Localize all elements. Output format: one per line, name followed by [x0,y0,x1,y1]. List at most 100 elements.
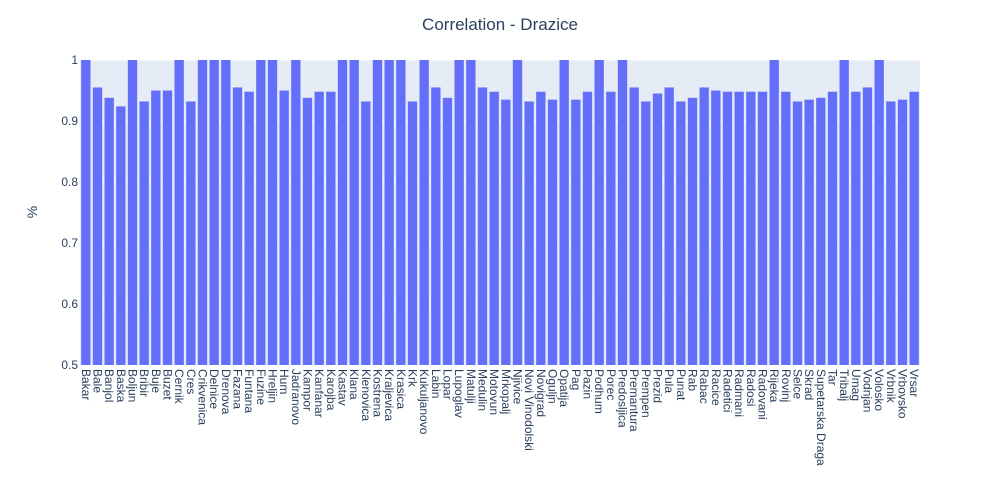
bar [734,91,744,365]
bar [267,60,278,365]
x-tick-label: Klenovica [359,369,373,421]
x-tick-label: Kraljevica [382,369,396,421]
bar [711,90,721,365]
x-tick-label: Oguljn [546,369,560,404]
x-tick-label: Hreljin [266,369,280,403]
y-tick-label: 1 [71,53,78,67]
x-tick-label: Premantura [627,369,641,432]
bar [851,91,861,365]
bar [151,90,161,365]
x-tick-label: Rovinj [779,369,793,402]
x-tick-label: Boljun [126,369,140,402]
x-tick-label: Podhum [592,369,606,414]
bar [652,93,663,366]
bar [606,91,616,365]
x-tick-label: Buzet [161,369,175,400]
x-tick-label: Radetici [721,369,735,412]
bar [781,91,791,365]
x-tick-label: Selce [791,369,805,399]
x-tick-label: Rabac [697,369,711,404]
bar [722,91,733,365]
x-tick-label: Lupoglav [452,369,466,418]
bar [407,101,418,365]
bar [909,91,919,365]
x-tick-label: Hum [277,369,291,394]
x-tick-label: Pula [662,369,676,393]
x-tick-label: Vrbnik [884,369,898,404]
bar [687,97,698,365]
plot-area: 0.5 0.6 0.7 0.8 0.9 1 BakarBaleBanjolBaskaBolj… [61,53,921,466]
bar [302,97,313,365]
x-tick-label: Umag [849,369,863,401]
x-tick-label: Kampor [301,369,315,411]
bar [92,87,103,365]
x-tick-label: Radovani [756,369,770,420]
x-tick-label: Banjol [102,369,116,402]
x-tick-label: Kastav [336,369,350,406]
bar [757,91,768,365]
bar [186,101,196,365]
x-tick-label: Krasica [394,369,408,409]
x-tick-label: Jadranovo [289,369,303,425]
x-tick-label: Buje [149,369,163,393]
chart-title: Correlation - Drazice [422,15,578,34]
x-tick-label: Tar [826,369,840,386]
bar [349,60,359,365]
bar [792,101,803,365]
x-tick-label: Labin [429,369,443,398]
y-axis-label: % [24,206,40,218]
x-tick-label: Pazin [581,369,595,399]
bar [477,87,488,365]
x-tick-label: Fazana [231,369,245,409]
bar [629,87,639,365]
x-tick-label: Njivice [511,369,525,405]
x-tick-label: Radosi [744,369,758,406]
x-tick-label: Motovun [487,369,501,415]
x-tick-label: Vrsar [907,369,921,397]
bar [886,101,896,365]
x-tick-label: Vodnjan [861,369,875,412]
bar [466,60,476,365]
x-tick-label: Rijeka [767,369,781,403]
y-tick-label: 0.9 [61,114,78,128]
x-tick-label: Punat [674,369,688,401]
x-tick-label: Bribir [137,369,151,397]
bar [209,60,219,365]
x-tick-label: Bale [91,369,105,393]
x-tick-label: Volosko [872,369,886,411]
bar [127,60,138,365]
bar [326,91,336,365]
x-tick-label: Delnice [207,369,221,409]
x-tick-label: Klana [347,369,361,400]
bar [372,60,383,365]
bar [501,99,511,366]
bar [442,97,453,365]
bar [897,99,908,366]
bar [862,87,873,365]
bar [396,60,406,365]
bar [384,60,394,365]
x-tick-label: Kukuljanovo [417,369,431,435]
x-tick-label: Tribalj [837,369,851,401]
bar [547,99,558,366]
bar [174,60,184,365]
x-tick-label: Kanfanar [312,369,326,418]
x-tick-label: Supetarska Draga [814,369,828,466]
x-tick-label: Radmani [732,369,746,417]
bar [641,101,651,365]
bar [746,91,756,365]
bar [617,60,628,365]
x-tick-label: Porec [604,369,618,400]
bar [664,87,674,365]
bar [104,97,114,365]
x-tick-label: Vrbovsko [896,369,910,419]
x-tick-label: Drenova [219,369,233,415]
x-tick-label: Cernik [172,369,186,405]
bar [699,87,709,365]
x-tick-label: Cres [184,369,198,394]
y-tick-label: 0.7 [61,236,78,250]
bar [454,60,464,365]
bar [559,60,569,365]
x-tick-label: Racice [709,369,723,406]
bar [244,91,254,365]
